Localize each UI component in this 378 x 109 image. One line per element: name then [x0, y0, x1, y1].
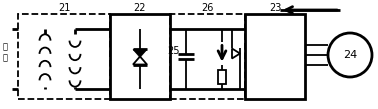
- Text: 网: 网: [3, 43, 8, 51]
- Text: 25: 25: [167, 45, 179, 55]
- Text: 电: 电: [3, 54, 8, 62]
- Text: 24: 24: [343, 50, 357, 60]
- Text: 21: 21: [58, 3, 70, 13]
- Text: 26: 26: [201, 3, 214, 13]
- Polygon shape: [133, 49, 147, 58]
- Text: 22: 22: [134, 3, 146, 13]
- Bar: [18, 14, 110, 99]
- Bar: [218, 70, 226, 83]
- Bar: [110, 14, 170, 99]
- Text: 23: 23: [269, 3, 281, 13]
- Bar: [245, 14, 305, 99]
- Bar: [170, 14, 245, 99]
